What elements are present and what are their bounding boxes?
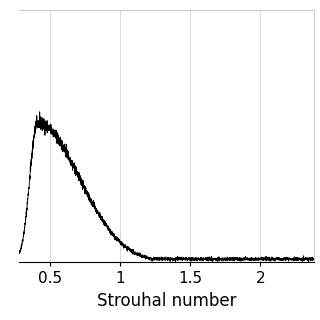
X-axis label: Strouhal number: Strouhal number <box>97 292 236 310</box>
